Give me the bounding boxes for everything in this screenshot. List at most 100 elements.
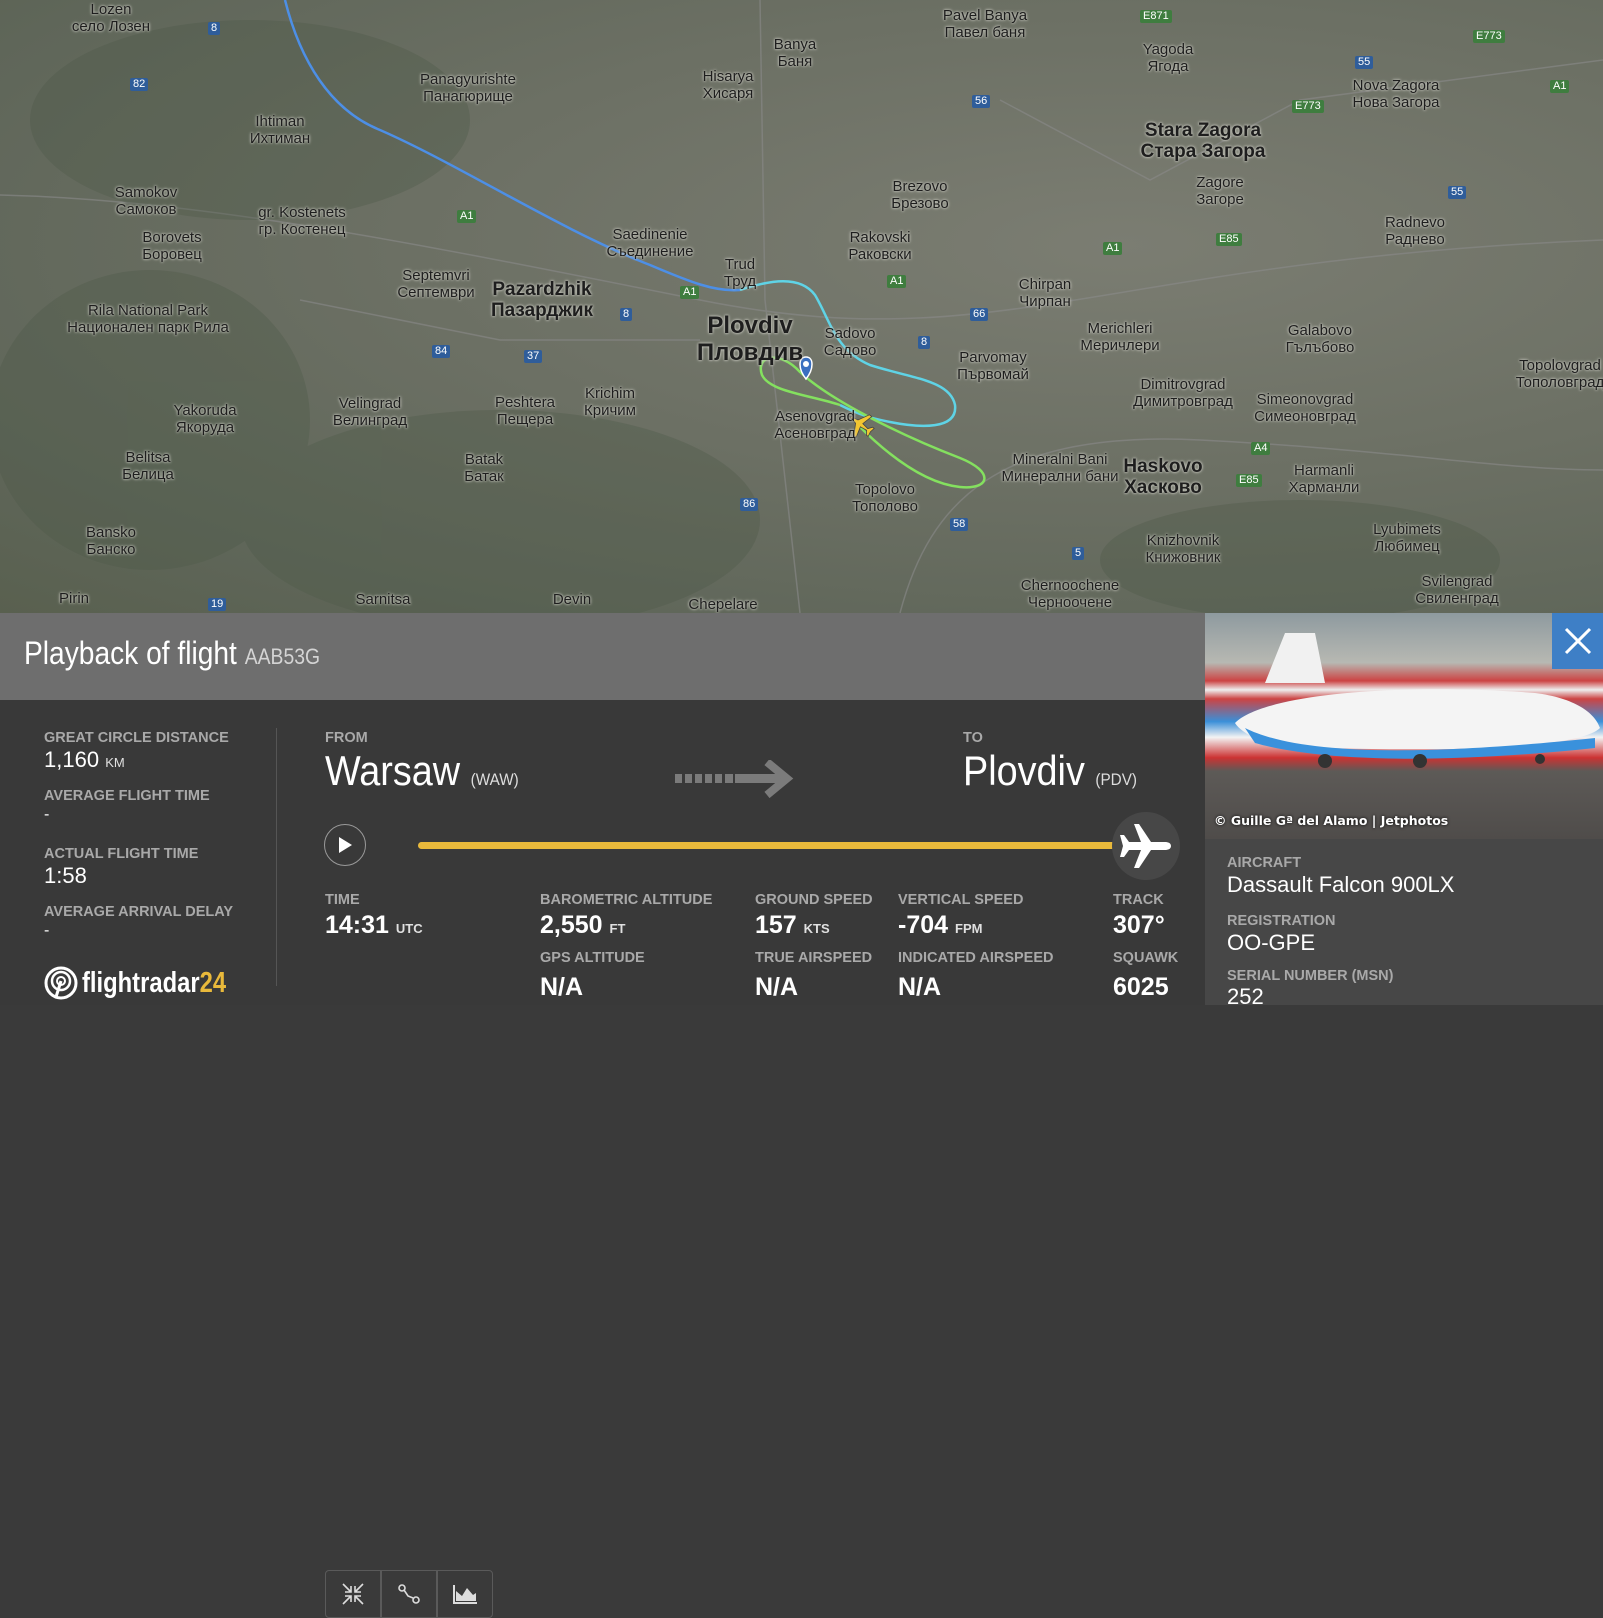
road-shield: 37 <box>524 350 543 363</box>
road-shield: 55 <box>1355 56 1374 69</box>
map-label-peshtera: Peshtera Пещера <box>495 394 555 428</box>
msn-value: 252 <box>1227 984 1264 1009</box>
altitude-graph-button[interactable] <box>437 1570 493 1618</box>
baro-alt-label: BAROMETRIC ALTITUDE <box>540 892 713 908</box>
vertical-speed-value: -704 FPM <box>898 911 982 940</box>
play-button[interactable] <box>324 824 366 866</box>
map-label-krichim: Krichim Кричим <box>584 385 636 419</box>
map-label-latin: Radnevo <box>1384 214 1446 231</box>
baro-alt-value: 2,550 FT <box>540 911 625 940</box>
aircraft-info: AIRCRAFT Dassault Falcon 900LX REGISTRAT… <box>1205 839 1603 1009</box>
callsign: AAB53G <box>244 644 321 669</box>
map-label-latin: Knizhovnik <box>1146 532 1220 549</box>
map-label-velingrad: Velingrad Велинград <box>333 395 407 429</box>
flightradar24-logo[interactable]: flightradar24 <box>44 966 258 1000</box>
gps-alt-label: GPS ALTITUDE <box>540 950 645 966</box>
map-label-ihtiman: Ihtiman Ихтиман <box>250 113 310 147</box>
map-label-cyrillic: Тополово <box>852 498 918 515</box>
registration-value: OO-GPE <box>1227 930 1316 955</box>
map-label-belitsa: Belitsa Белица <box>122 449 174 483</box>
playback-slider[interactable] <box>418 842 1128 849</box>
map-label-latin: Banya <box>773 36 817 53</box>
airplane-icon <box>1120 824 1171 868</box>
playback-handle[interactable] <box>1112 812 1180 880</box>
map-label-latin: Plovdiv <box>707 312 793 339</box>
map-label-latin: Septemvri <box>402 267 470 284</box>
road-shield: A1 <box>1103 242 1123 255</box>
squawk-value: 6025 <box>1113 973 1169 1001</box>
road-shield: A1 <box>680 286 700 299</box>
map-label-latin: Rila National Park <box>87 302 209 319</box>
map-label-topolovo: Topolovo Тополово <box>852 481 918 515</box>
map-label-cyrillic: Брезово <box>891 195 949 212</box>
map-label-latin: Rakovski <box>849 229 911 246</box>
map-label-cyrillic: Гълъбово <box>1285 339 1355 356</box>
road-shield: 8 <box>918 336 931 349</box>
time-label: TIME <box>325 892 360 908</box>
map-label-panagyurishte: Panagyurishte Панагюрище <box>420 71 516 105</box>
photo-credit[interactable]: © Guille Gª del Alamo | Jetphotos <box>1214 813 1449 828</box>
aircraft-photo[interactable]: © Guille Gª del Alamo | Jetphotos <box>1205 613 1603 839</box>
true-airspeed-value: N/A <box>755 973 799 1001</box>
from-city-name: Warsaw <box>325 747 461 794</box>
map-label-haskovo: Haskovo Хасково <box>1123 456 1202 498</box>
route-arrow-icon <box>675 760 794 798</box>
map-label-sadovo: Sadovo Садово <box>824 325 877 359</box>
vertical-speed-number: -704 <box>898 911 949 939</box>
map-label-cyrillic: Нова Загора <box>1352 94 1440 111</box>
map-label-cyrillic: Банско <box>86 541 136 558</box>
airport-pin-icon[interactable] <box>799 356 813 381</box>
map-label-pirin: Pirin <box>59 590 89 607</box>
map-label-cyrillic: Самоков <box>115 201 177 218</box>
play-icon <box>339 837 352 853</box>
road-shield: E773 <box>1473 30 1505 43</box>
to-code: (PDV) <box>1095 770 1138 789</box>
logo-number: 24 <box>199 966 227 999</box>
map-label-latin: Parvomay <box>959 349 1027 366</box>
map-label-latin: Haskovo <box>1123 456 1203 477</box>
map-label-cyrillic: Свиленград <box>1415 590 1499 607</box>
map-label-latin: Belitsa <box>125 449 171 466</box>
map-label-merichleri: Merichleri Меричлери <box>1080 320 1159 354</box>
map-label-cyrillic: Съединение <box>606 243 694 260</box>
close-button[interactable] <box>1552 613 1603 669</box>
road-shield: 58 <box>950 518 969 531</box>
map-label-latin: Dimitrovgrad <box>1140 376 1226 393</box>
track-label: TRACK <box>1113 892 1164 908</box>
map-label-latin: Devin <box>552 591 592 608</box>
baro-alt-unit: FT <box>609 921 626 936</box>
map-label-svilengrad: Svilengrad Свиленград <box>1415 573 1498 607</box>
map-label-latin: Topolovgrad <box>1519 357 1601 374</box>
to-city: Plovdiv (PDV) <box>963 747 1137 795</box>
map[interactable]: Plovdiv Пловдив Pazardzhik Пазарджик Stara Z… <box>0 0 1603 613</box>
center-map-button[interactable] <box>325 1570 381 1618</box>
map-label-cyrillic: Харманли <box>1288 479 1360 496</box>
map-label-rila-national-park: Rila National Park Национален парк Рила <box>67 302 229 336</box>
avg-flight-time-label: AVERAGE FLIGHT TIME <box>44 788 210 804</box>
time-unit: UTC <box>395 921 423 936</box>
route-button[interactable] <box>381 1570 437 1618</box>
map-label-cyrillic: гр. Костенец <box>258 221 346 238</box>
ground-speed-label: GROUND SPEED <box>755 892 873 908</box>
msn-label: SERIAL NUMBER (MSN) <box>1227 968 1394 984</box>
map-label-latin: Pavel Banya <box>942 7 1028 24</box>
aircraft-marker-icon[interactable] <box>841 405 879 443</box>
map-label-cyrillic: Първомай <box>957 366 1029 383</box>
map-label-latin: Samokov <box>114 184 178 201</box>
map-label-cyrillic: Кричим <box>584 402 636 419</box>
map-label-latin: Yagoda <box>1142 41 1194 58</box>
map-label-latin: Velingrad <box>338 395 402 412</box>
road-shield: E871 <box>1140 10 1172 23</box>
road-shield: A1 <box>887 275 907 288</box>
logo-wordmark: flightradar24 <box>82 967 226 1000</box>
map-label-cyrillic: Книжовник <box>1145 549 1221 566</box>
map-label-latin: Pirin <box>58 590 90 607</box>
map-label-latin: Svilengrad <box>1421 573 1493 590</box>
map-label-rakovski: Rakovski Раковски <box>848 229 911 263</box>
map-label-septemvri: Septemvri Септември <box>397 267 474 301</box>
map-label-latin: Simeonovgrad <box>1256 391 1354 408</box>
map-label-cyrillic: Труд <box>723 273 757 290</box>
map-label-bansko: Bansko Банско <box>86 524 136 558</box>
avg-arrival-delay-label: AVERAGE ARRIVAL DELAY <box>44 904 234 920</box>
map-label-cyrillic: Минерални бани <box>1001 468 1119 485</box>
